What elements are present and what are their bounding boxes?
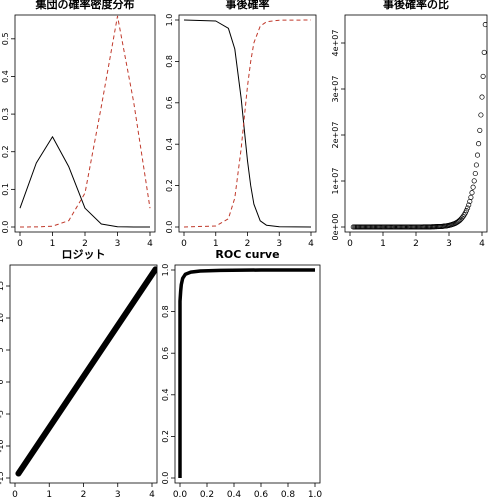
chart-panel-1: 集団の確率密度分布 0 1 2 3 4 0.0 0.1 0.2 0.3 0.4 0.5 [1,0,156,249]
ratio-point [478,112,484,118]
chart-panel-3: 事後確率の比 0 1 2 3 4 0e+00 1e+07 2e+07 3e+07 4e+07 [331,0,488,249]
ratio-point [470,184,476,190]
series-line-1 [19,136,150,228]
y-tick-label: 3e+07 [331,76,340,103]
ratio-point [466,202,472,208]
ratio-point [472,170,478,177]
x-tick-label: 0 [17,239,23,249]
y-tick-label: 0.0 [165,221,174,234]
y-tick-label: 15 [0,281,5,291]
y-tick-label: 0 [0,379,5,384]
x-tick-label: 4 [308,239,314,249]
y-tick-label: 0.0 [1,221,10,234]
ratio-point [480,73,486,79]
x-tick-label: 0.4 [227,490,242,500]
y-tick-label: 1e+07 [331,168,340,195]
y-tick-label: 1.0 [161,264,170,277]
ratio-point [468,194,474,200]
x-tick-label: 2 [81,490,87,500]
y-tick-label: 0.1 [1,183,10,196]
ratio-point [469,190,475,196]
chart-title: ロジット [62,248,106,261]
y-tick-label: 0.2 [161,430,170,443]
plot-area [350,22,487,230]
y-tick-label: 0.0 [161,472,170,485]
chart-panel-2: 事後確率 0 1 2 3 4 0.0 0.2 0.4 0.6 0.8 1.0 [165,0,317,249]
x-tick-label: 3 [115,490,121,500]
x-tick-label: 3 [276,239,282,249]
series-line-2 [19,15,151,228]
ratio-point [465,205,471,211]
x-tick-label: 1 [213,239,219,249]
x-tick-label: 1 [46,490,52,500]
x-tick-label: 0.8 [281,490,296,500]
y-tick-label: 4e+07 [331,30,340,57]
y-tick-label: 10 [0,313,5,323]
chart-panel-5: ROC curve 0.0 0.2 0.4 0.6 0.8 1.0 0.0 0.2 0.4 0.6 0… [161,248,322,500]
y-tick-label: 0.4 [165,138,174,151]
ratio-point [474,152,481,158]
plot-frame [14,14,156,233]
y-tick-label: 1.0 [165,14,174,27]
x-tick-label: 0.6 [254,490,269,500]
x-tick-label: 0.0 [173,490,188,500]
y-tick-label: 0.6 [161,347,170,360]
x-tick-label: 3 [115,239,121,249]
x-tick-label: 1 [380,239,386,249]
y-tick-label: 0.4 [161,388,170,401]
y-tick-label: 0.8 [161,305,170,318]
y-tick-label: 0e+00 [331,214,340,241]
plot-area [183,19,312,228]
y-tick-label: 2e+07 [331,122,340,149]
plot-area [178,268,315,478]
logit-points [15,266,157,477]
y-tick-label: 0.4 [1,70,10,83]
x-tick-label: 1.0 [308,490,323,500]
x-tick-label: 2 [82,239,88,249]
y-tick-label: 0.6 [165,96,174,109]
y-tick-label: 0.2 [165,179,174,192]
plot-area [15,266,157,477]
ratio-point [471,178,477,184]
series-line-1 [183,19,312,228]
x-tick-label: 3 [446,239,452,249]
plot-area [19,15,151,228]
plot-frame [344,14,488,233]
x-tick-label: 4 [149,490,155,500]
y-tick-label: -15 [0,471,5,484]
ratio-point [479,94,485,100]
ratio-point [463,208,469,214]
plot-frame [174,264,321,484]
x-tick-label: 0 [347,239,353,249]
x-tick-label: 1 [50,239,56,249]
chart-title: 集団の確率密度分布 [35,0,135,11]
chart-panel-4: ロジット 0 1 2 3 4 -15 -10 -5 0 5 10 15 [0,248,158,500]
y-tick-label: 0.5 [1,32,10,45]
y-tick-label: -5 [0,410,5,418]
ratio-point [473,162,479,168]
x-tick-label: 0.2 [200,490,214,500]
ratio-point [476,141,482,147]
x-tick-label: 0 [12,490,18,500]
ratio-point [481,49,487,55]
x-tick-label: 4 [147,239,153,249]
y-tick-label: 5 [0,347,5,352]
series-line-2 [183,19,312,228]
y-tick-label: 0.8 [165,55,174,68]
ratio-point [482,22,487,28]
ratio-point [477,127,483,133]
y-tick-label: 0.3 [1,108,10,121]
chart-title: 事後確率 [226,0,270,11]
y-tick-label: -10 [0,439,5,452]
x-tick-label: 2 [413,239,419,249]
y-tick-label: 0.2 [1,145,10,158]
x-tick-label: 0 [181,239,187,249]
series-line-1 [178,268,315,478]
x-tick-label: 2 [245,239,251,249]
chart-title: ROC curve [215,248,279,261]
x-tick-label: 4 [479,239,485,249]
plot-frame [178,14,317,233]
chart-title: 事後確率の比 [383,0,449,11]
